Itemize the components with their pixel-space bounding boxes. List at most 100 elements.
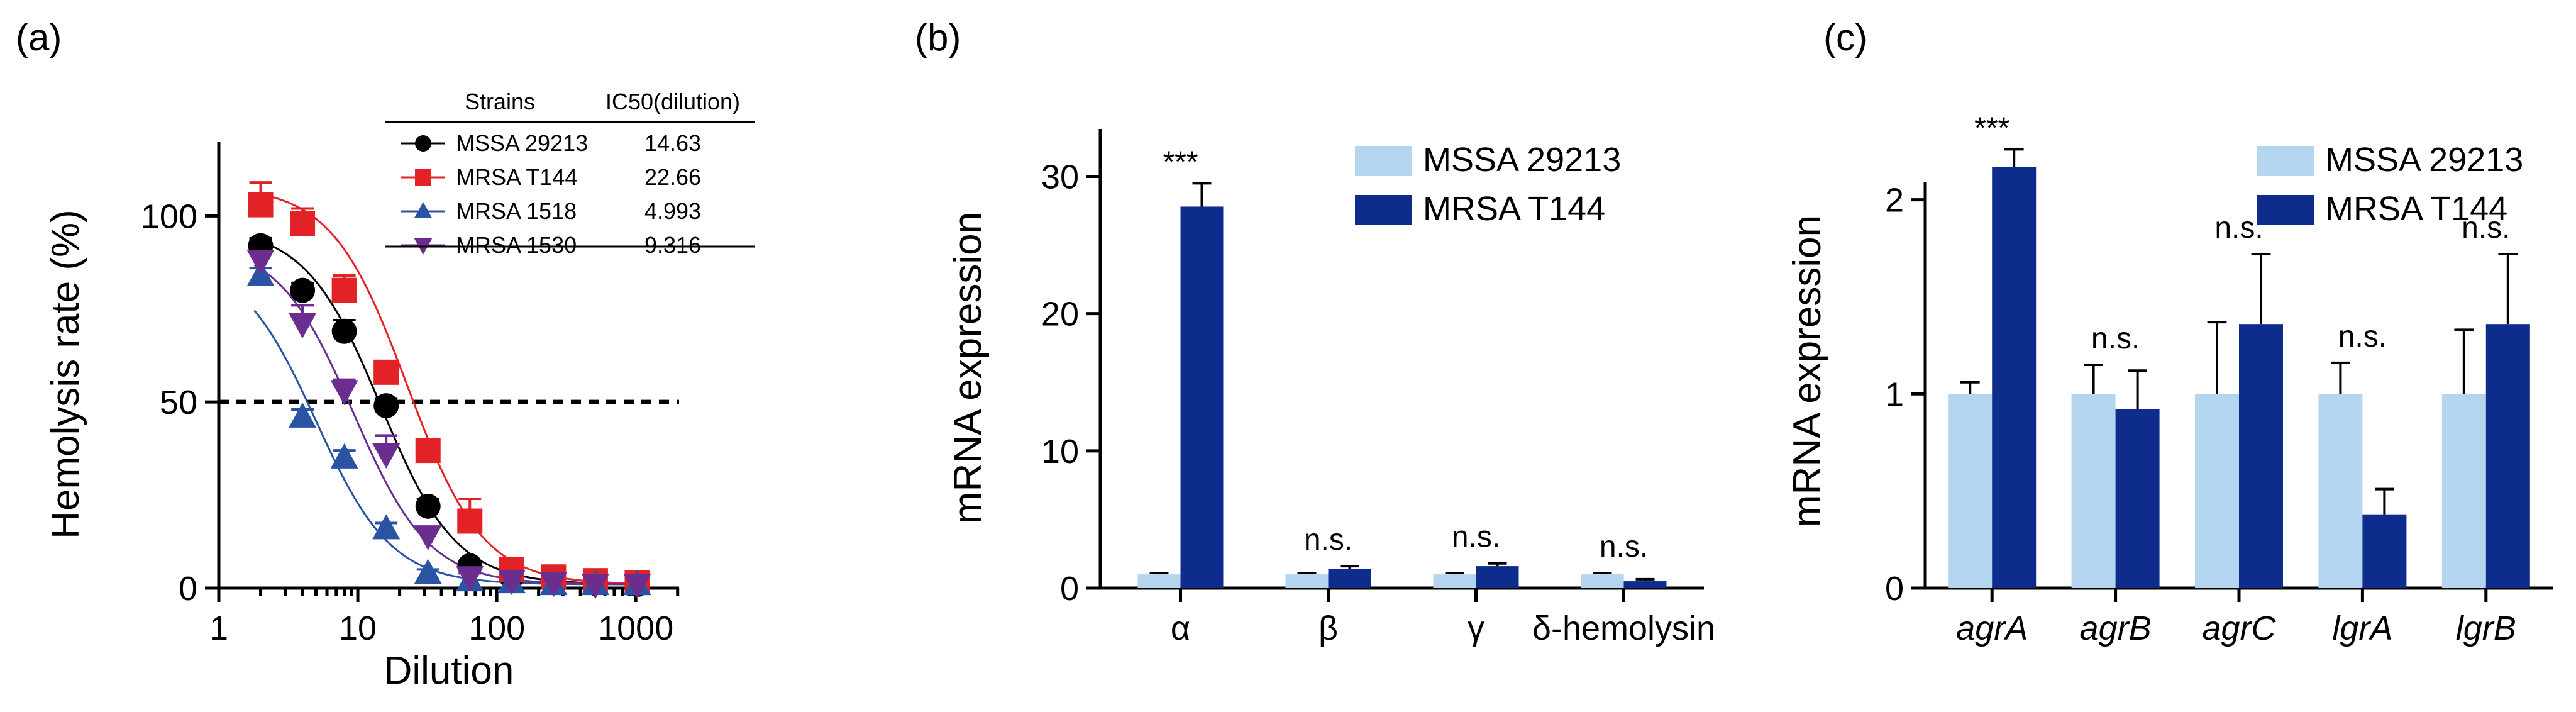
legend-strain: MRSA 1518 [456,198,577,224]
data-point [330,443,358,469]
y-axis-label: Hemolysis rate (%) [44,209,87,539]
x-tick-label: 100 [468,609,525,647]
y-tick-label: 20 [1041,296,1079,333]
legend-header-strains: Strains [465,89,535,114]
data-point [581,574,609,599]
fit-curve-3 [253,264,647,586]
bar-mssa [1285,574,1329,588]
significance-label: n.s. [1600,530,1648,564]
x-tick-label: 1 [209,609,228,647]
legend-strain: MRSA 1530 [456,232,577,258]
legend-marker [415,169,431,186]
bar-mssa [1137,574,1181,588]
significance-label: n.s. [2214,211,2263,245]
y-tick-label: 0 [179,570,197,608]
legend-label: MRSA T144 [1423,190,1605,228]
panel-c: (c) 0 1 2 mRNA expression agrA *** agrB n.s. agrC… [1786,16,2553,647]
panel-label: (c) [1823,16,1867,58]
legend-swatch [2257,146,2314,176]
x-tick-label: β [1318,609,1338,647]
data-point [456,566,484,592]
x-tick-label: lgrA [2332,609,2392,647]
data-point [457,508,483,534]
bar-mssa [1433,574,1476,588]
legend-strain: MSSA 29213 [456,130,588,156]
bar-mssa [1948,394,1993,588]
bar-mssa [2318,394,2363,588]
significance-label: n.s. [1304,523,1352,557]
data-point [331,277,357,303]
x-tick-label: agrA [1956,609,2028,647]
legend-marker [414,202,433,219]
legend-header-ic50: IC50(dilution) [605,89,740,114]
legend-label: MRSA T144 [2325,190,2507,228]
data-point [414,559,442,584]
data-point [623,574,651,599]
panel-label: (a) [16,16,62,58]
bar-mssa [2071,394,2116,588]
legend-ic50: 9.316 [644,232,701,258]
bar-mrsa [1992,167,2037,588]
legend-label: MSSA 29213 [1423,141,1621,179]
y-tick-label: 100 [141,197,197,235]
bar-mrsa [1476,566,1519,588]
data-point [373,359,399,385]
bar-mrsa [1623,581,1667,588]
data-point [331,318,357,344]
bar-mrsa [1328,569,1371,588]
y-tick-label: 0 [1885,570,1904,608]
significance-label: n.s. [2338,320,2387,353]
panel-label: (b) [915,16,961,58]
significance-label: n.s. [1452,521,1500,554]
y-tick-label: 2 [1885,182,1904,220]
data-point [539,572,568,598]
data-point [290,211,316,236]
fit-curve-0 [253,238,647,586]
data-point [290,277,316,303]
panel-a: (a) 0 50 100 1 10 100 1000 Dilution Hemolysis rat… [16,16,755,693]
x-tick-label: γ [1468,609,1484,647]
x-tick-label: 10 [339,609,377,647]
legend-ic50: 22.66 [644,164,701,190]
legend-ic50: 4.993 [644,198,701,224]
data-point [372,443,401,469]
y-tick-label: 30 [1041,158,1079,196]
x-tick-label: agrC [2202,609,2276,647]
x-tick-label: lgrB [2456,609,2516,647]
x-tick-label: α [1171,609,1190,647]
legend-swatch [1355,195,1412,225]
data-point [246,250,275,275]
data-point [373,393,399,419]
y-tick-label: 0 [1060,570,1079,608]
y-tick-label: 10 [1041,433,1079,470]
bar-mrsa [1180,206,1224,588]
bar-mrsa [2362,514,2407,588]
significance-label: n.s. [2091,322,2140,355]
y-tick-label: 1 [1885,375,1904,413]
data-point [330,380,358,406]
bar-mrsa [2485,324,2530,588]
legend-marker [415,135,431,152]
fit-curve-1 [254,192,647,585]
x-axis-label: Dilution [384,649,514,693]
x-tick-label: 1000 [598,609,673,647]
data-point [289,402,317,428]
y-axis-label: mRNA expression [1786,215,1829,527]
bar-mrsa [2239,324,2283,588]
bar-mssa [2195,394,2239,588]
y-axis-label: mRNA expression [946,212,990,524]
bar-mssa [1581,574,1624,588]
x-tick-label: δ-hemolysin [1532,609,1715,647]
legend-strain: MRSA T144 [456,164,577,190]
data-point [497,570,526,596]
data-point [414,525,442,551]
legend-swatch [1355,146,1412,176]
y-tick-label: 50 [160,384,197,421]
legend-swatch [2257,195,2314,225]
bar-mrsa [2115,409,2160,588]
data-point [248,192,274,218]
bar-mssa [2441,394,2486,588]
data-point [372,514,401,540]
data-point [289,313,317,338]
